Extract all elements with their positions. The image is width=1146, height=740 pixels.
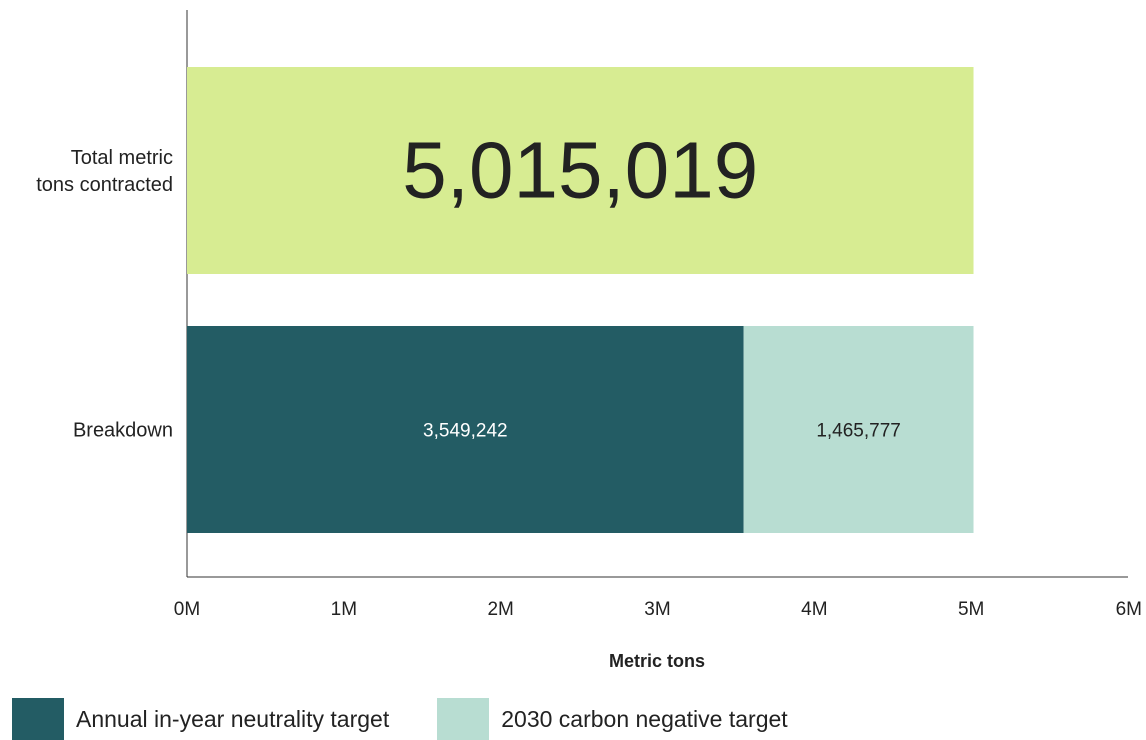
x-tick-label-3: 3M <box>644 599 670 620</box>
legend-label-negative: 2030 carbon negative target <box>501 705 788 732</box>
x-tick-label-4: 4M <box>801 599 827 620</box>
bar-chart: 0M 1M 2M 3M 4M 5M 6M Metric tons Total metric ton… <box>36 10 1142 671</box>
bar-negative-1 <box>743 326 974 533</box>
legend-label-neutrality: Annual in-year neutrality target <box>76 705 390 732</box>
category-label-line: Breakdown <box>73 420 173 442</box>
legend-swatch-neutrality <box>12 698 64 740</box>
category-label-line: Total metric <box>71 147 173 169</box>
x-axis-title: Metric tons <box>609 651 705 671</box>
bar-neutrality-1 <box>187 326 744 533</box>
legend-swatch-negative <box>437 698 490 740</box>
legend-item-neutrality: Annual in-year neutrality target <box>12 698 389 740</box>
x-tick-label-1: 1M <box>331 599 357 620</box>
x-tick-label-5: 5M <box>958 599 984 620</box>
category-label-0: Total metric tons contracted <box>36 147 173 196</box>
category-label-line: tons contracted <box>36 174 173 196</box>
bar-total-0 <box>187 67 974 274</box>
bar-label-negative-1: 1,465,777 <box>816 421 901 442</box>
bar-label-neutrality-1: 3,549,242 <box>423 421 508 442</box>
x-tick-label-2: 2M <box>487 599 513 620</box>
category-label-1: Breakdown <box>73 420 173 442</box>
legend-item-negative: 2030 carbon negative target <box>437 698 788 740</box>
bar-label-total-0: 5,015,019 <box>402 126 758 215</box>
x-tick-label-0: 0M <box>174 599 200 620</box>
chart-legend: Annual in-year neutrality target 2030 ca… <box>12 698 836 740</box>
x-tick-label-6: 6M <box>1116 599 1142 620</box>
